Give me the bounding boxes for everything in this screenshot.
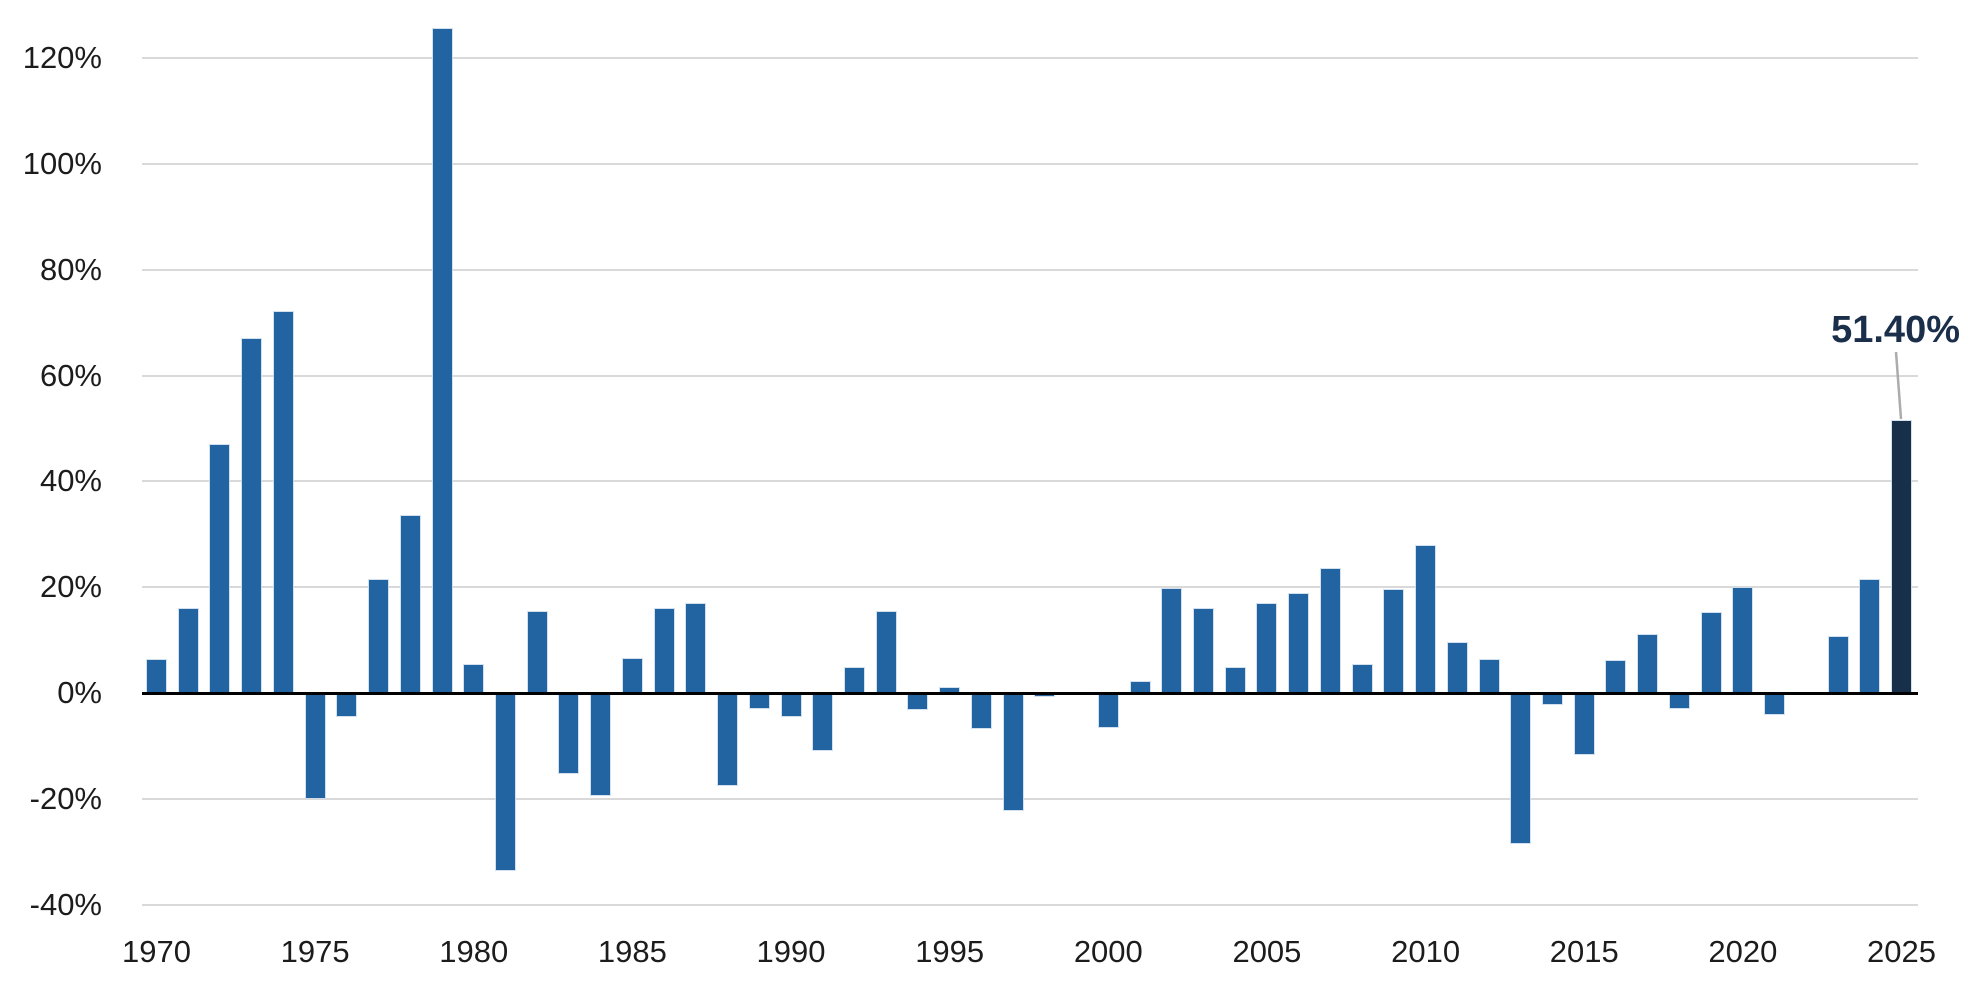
bar-1992 [844, 668, 864, 693]
x-tick-label-2010: 2010 [1391, 934, 1461, 969]
bar-1989 [749, 693, 769, 709]
bar-1974 [273, 311, 293, 693]
zero-axis-line [142, 692, 1918, 695]
bar-2012 [1479, 659, 1499, 693]
gridline-100 [142, 162, 1918, 165]
y-tick-label--40: -40% [29, 886, 102, 922]
bar-2018 [1669, 693, 1689, 708]
bar-2003 [1193, 608, 1213, 693]
bar-1990 [781, 693, 801, 716]
bar-2005 [1257, 604, 1277, 693]
gridline-60 [142, 374, 1918, 377]
bar-1985 [622, 659, 642, 693]
x-tick-label-2000: 2000 [1073, 934, 1143, 969]
bar-1991 [813, 693, 833, 751]
x-tick-label-2005: 2005 [1232, 934, 1302, 969]
x-tick-label-2025: 2025 [1867, 934, 1936, 969]
bar-1975 [305, 693, 325, 799]
bar-2008 [1352, 664, 1372, 693]
y-tick-label-120: 120% [22, 40, 102, 76]
gridline-20 [142, 586, 1918, 589]
x-tick-label-1985: 1985 [597, 934, 667, 969]
bar-2001 [1130, 682, 1150, 693]
bar-2013 [1511, 693, 1531, 844]
gridline--20 [142, 797, 1918, 800]
bar-1970 [147, 659, 166, 693]
y-tick-label--20: -20% [29, 780, 102, 816]
x-tick-label-2020: 2020 [1708, 934, 1778, 969]
bar-1983 [559, 693, 579, 773]
bar-2014 [1542, 693, 1562, 704]
x-tick-label-1980: 1980 [439, 934, 509, 969]
bar-1984 [591, 693, 611, 796]
bar-1997 [1003, 693, 1023, 810]
bar-2017 [1638, 635, 1658, 693]
y-tick-label-100: 100% [22, 145, 102, 181]
bar-2006 [1289, 594, 1309, 693]
gridline-40 [142, 480, 1918, 483]
bar-2025 [1891, 421, 1911, 693]
bar-2011 [1447, 643, 1467, 693]
bar-2004 [1225, 667, 1245, 693]
bar-2010 [1416, 546, 1436, 693]
bar-2000 [1098, 693, 1118, 727]
bar-2021 [1765, 693, 1785, 715]
bar-2024 [1860, 580, 1880, 693]
bar-1977 [369, 580, 389, 693]
bar-2019 [1701, 612, 1721, 693]
x-tick-label-1990: 1990 [756, 934, 826, 969]
y-tick-label-0: 0% [57, 675, 102, 710]
bar-1980 [464, 665, 484, 693]
bar-2020 [1733, 587, 1753, 693]
leader-line [1894, 351, 1903, 420]
bar-2015 [1574, 693, 1594, 755]
y-tick-label-20: 20% [39, 569, 102, 605]
bar-1981 [495, 693, 515, 871]
x-tick-label-1975: 1975 [280, 934, 350, 969]
bar-1993 [876, 612, 896, 693]
bar-1996 [971, 693, 991, 729]
x-tick-label-1995: 1995 [915, 934, 985, 969]
bar-1971 [178, 608, 198, 693]
y-tick-label-40: 40% [39, 463, 102, 499]
bar-1982 [527, 611, 547, 693]
bar-1976 [337, 693, 357, 717]
bar-2016 [1606, 660, 1626, 693]
bar-1995 [940, 687, 960, 693]
gridline--40 [142, 903, 1918, 906]
bar-2023 [1828, 637, 1848, 693]
bar-2002 [1162, 589, 1182, 693]
x-tick-label-1970: 1970 [122, 934, 191, 969]
bar-2009 [1384, 589, 1404, 693]
bar-1972 [210, 445, 230, 693]
highlight-value-label: 51.40% [1831, 309, 1960, 351]
y-tick-label-60: 60% [39, 357, 102, 393]
bar-1986 [654, 609, 674, 693]
bar-1978 [400, 516, 420, 693]
bar-1988 [718, 693, 738, 785]
gridline-120 [142, 57, 1918, 60]
bar-1987 [686, 603, 706, 693]
gridline-80 [142, 268, 1918, 271]
bar-1979 [432, 29, 452, 693]
y-tick-label-80: 80% [39, 251, 102, 287]
bar-1994 [908, 693, 928, 710]
bar-1973 [242, 339, 262, 693]
bar-2007 [1320, 569, 1340, 693]
x-tick-label-2015: 2015 [1549, 934, 1619, 969]
